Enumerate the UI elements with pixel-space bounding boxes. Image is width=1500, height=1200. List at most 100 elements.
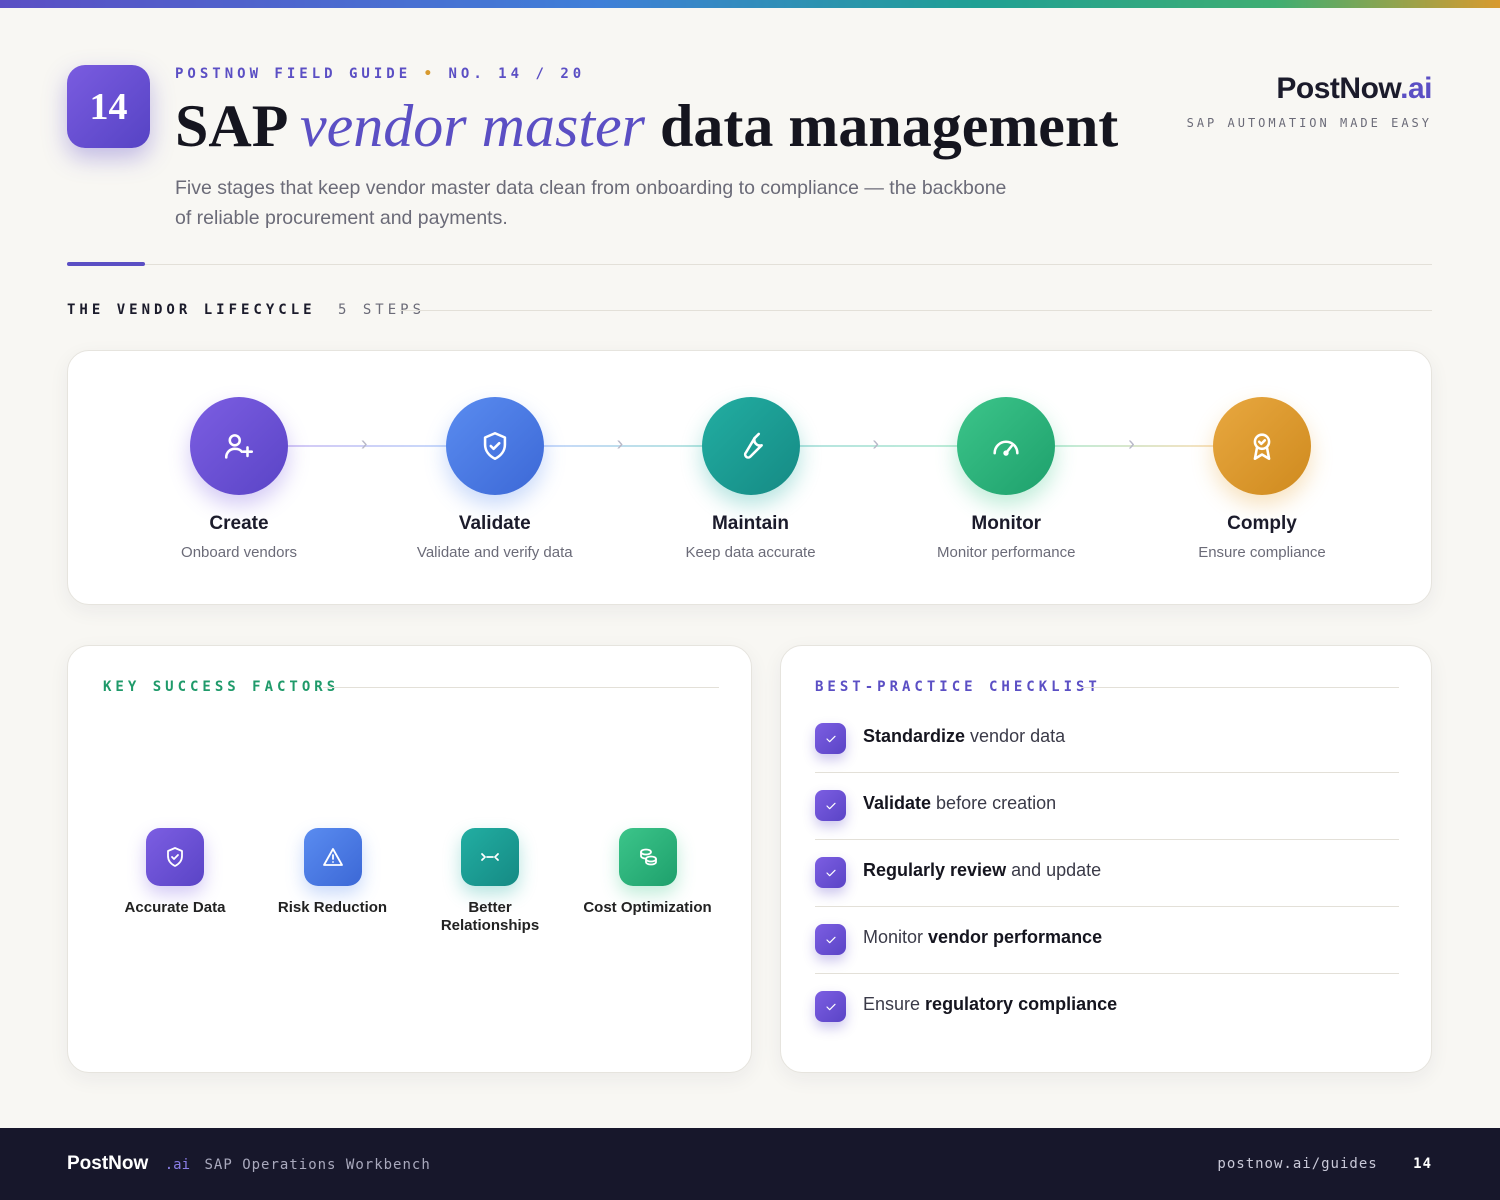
issue: NO. 14 / 20 <box>448 66 586 82</box>
arrow: › <box>616 433 624 455</box>
eyebrow-text: POSTNOW FIELD GUIDE <box>175 66 412 82</box>
checkbox <box>815 857 846 888</box>
icon <box>825 1003 836 1010</box>
connector <box>543 445 702 447</box>
footer-right: postnow.ai/guides 14 <box>1217 1156 1432 1172</box>
item-text: regulatory compliance <box>925 994 1118 1014</box>
factor-icon <box>303 828 362 886</box>
item-text: and update <box>1006 860 1102 880</box>
factor-label: Risk Reduction <box>277 899 388 916</box>
section-rule <box>400 310 1432 311</box>
step-desc: Validate and verify data <box>416 544 573 561</box>
tagline: SAP AUTOMATION MADE EASY <box>1186 116 1432 130</box>
checklist-card: BEST-PRACTICE CHECKLIST Standardize vend… <box>780 645 1432 1073</box>
icon <box>639 848 657 866</box>
title: SAP vendor master data management <box>175 92 1118 161</box>
checklist-label: BEST-PRACTICE CHECKLIST <box>815 679 1101 695</box>
step-icon <box>445 397 544 495</box>
step-icon <box>1213 397 1311 495</box>
footer-left: PostNow .ai SAP Operations Workbench <box>67 1153 431 1175</box>
section-label: THE VENDOR LIFECYCLE 5 STEPS <box>67 302 425 318</box>
icon <box>993 440 1019 456</box>
step-desc: Keep data accurate <box>685 544 816 561</box>
divider-accent <box>67 262 145 266</box>
footer-suffix: .ai <box>164 1157 191 1173</box>
factor-label: Better Relationships <box>440 899 540 934</box>
step-title: Create <box>209 513 269 534</box>
icon <box>825 802 836 809</box>
top-bar <box>0 0 1500 8</box>
step-desc: Monitor performance <box>937 544 1076 561</box>
footer: PostNow .ai SAP Operations Workbench pos… <box>0 1128 1500 1200</box>
step-title: Comply <box>1227 513 1297 534</box>
icon <box>481 853 499 861</box>
checklist-item: Validate before creation <box>863 793 1056 814</box>
brand-name: PostNow <box>1276 72 1401 105</box>
subtitle: Five stages that keep vendor master data… <box>175 177 1007 229</box>
item-rule <box>815 772 1399 773</box>
eyebrow: POSTNOW FIELD GUIDE • NO. 14 / 20 <box>175 66 585 82</box>
factors-rule <box>323 687 719 688</box>
icon <box>322 848 343 866</box>
footer-url: postnow.ai/guides <box>1217 1156 1378 1172</box>
brand-suffix: .ai <box>1400 72 1432 105</box>
factors-card: KEY SUCCESS FACTORS Accurate Data Risk Re… <box>67 645 752 1073</box>
step-title: Monitor <box>971 513 1042 534</box>
brand: PostNow.ai <box>1276 72 1432 106</box>
footer-page: 14 <box>1413 1156 1432 1172</box>
icon <box>825 869 836 876</box>
icon <box>825 936 836 943</box>
step-icon <box>190 397 288 495</box>
factors-label: KEY SUCCESS FACTORS <box>103 679 340 695</box>
step-desc: Ensure compliance <box>1198 544 1326 561</box>
step-icon <box>701 397 800 495</box>
lifecycle-card: › Create Onboard vendors › Validate Validate … <box>67 350 1432 605</box>
lifecycle-label: THE VENDOR LIFECYCLE <box>67 302 316 318</box>
item-text: Regularly review <box>863 860 1007 880</box>
item-text: vendor performance <box>928 927 1103 947</box>
item-rule <box>815 839 1399 840</box>
separator: • <box>423 66 437 82</box>
factor-icon <box>618 828 677 886</box>
factor-icon <box>146 828 204 886</box>
arrow: › <box>872 433 880 455</box>
arrow: › <box>360 433 368 455</box>
item-rule <box>815 973 1399 974</box>
step-title: Validate <box>458 513 531 534</box>
lifecycle-count: 5 STEPS <box>338 302 426 318</box>
icon <box>167 847 183 867</box>
icon <box>483 431 506 461</box>
factor-label: Accurate Data <box>124 899 226 916</box>
connector <box>799 445 958 447</box>
icon <box>1253 433 1271 461</box>
title-em: vendor master <box>300 93 645 159</box>
footer-product: SAP Operations Workbench <box>204 1157 431 1173</box>
title-start: SAP <box>175 93 286 159</box>
checklist-rule <box>1081 687 1399 688</box>
badge: 14 <box>67 65 150 148</box>
icon <box>224 434 254 459</box>
step-title: Maintain <box>711 513 790 534</box>
item-text: Ensure <box>863 994 926 1014</box>
title-end: data management <box>660 93 1119 159</box>
connector <box>1055 445 1213 447</box>
item-text: vendor data <box>965 726 1066 746</box>
icon <box>825 735 836 742</box>
item-text: Monitor <box>863 927 929 947</box>
checklist-item: Regularly review and update <box>863 860 1101 881</box>
step-icon <box>957 397 1056 495</box>
arrow: › <box>1128 433 1135 455</box>
item-text: Standardize <box>863 726 966 746</box>
factor-label: Cost Optimization <box>583 899 712 916</box>
checklist-item: Monitor vendor performance <box>863 927 1102 948</box>
divider <box>67 264 1432 265</box>
checkbox <box>815 924 846 955</box>
checklist-item: Ensure regulatory compliance <box>863 994 1117 1015</box>
item-rule <box>815 906 1399 907</box>
item-text: before creation <box>931 793 1057 813</box>
checkbox <box>815 991 846 1022</box>
icon <box>743 432 763 459</box>
factor-icon <box>461 828 519 886</box>
